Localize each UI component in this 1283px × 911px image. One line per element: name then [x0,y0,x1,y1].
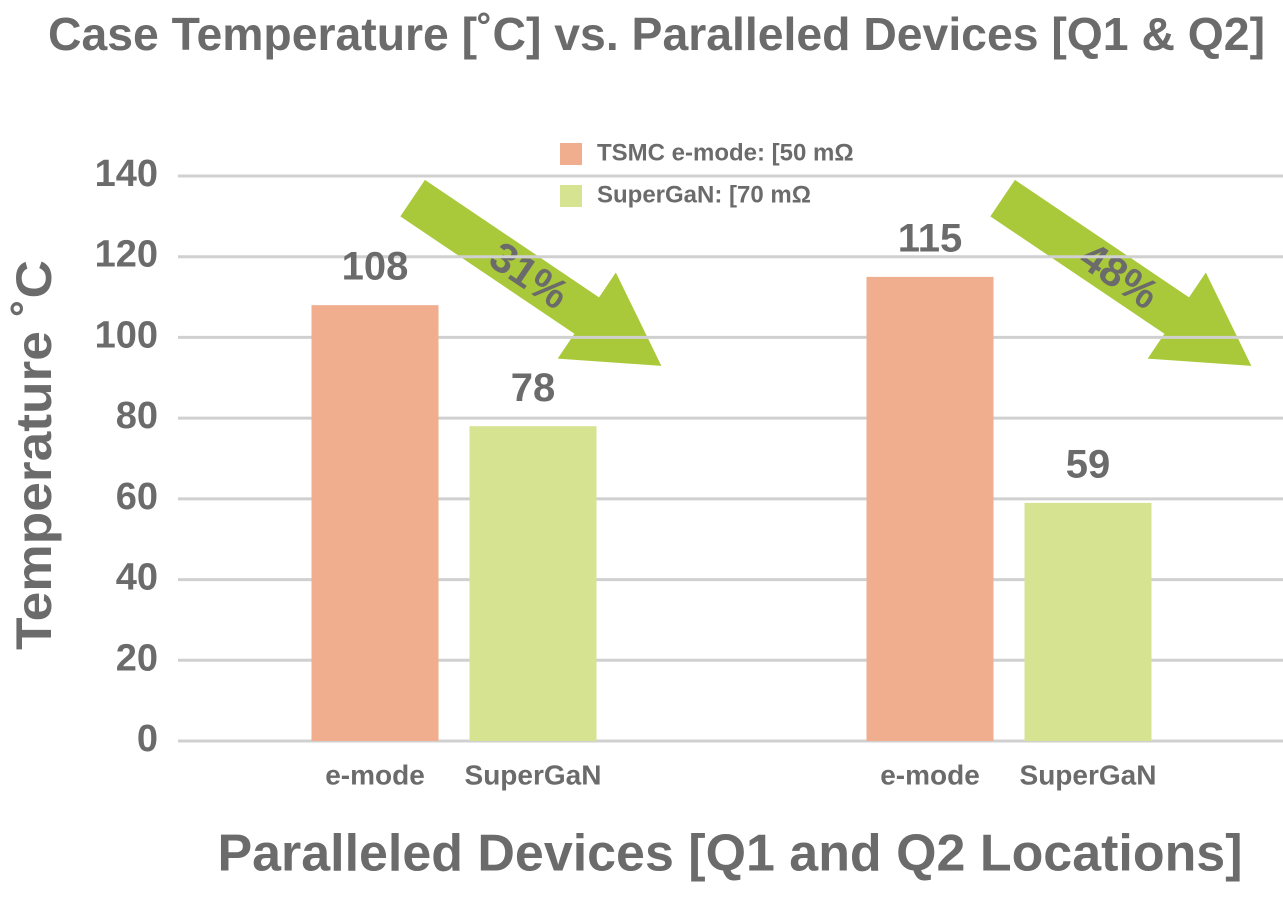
arrow-shape [400,179,662,366]
y-tick-label: 120 [95,234,158,276]
x-tick-label: e-mode [325,759,425,790]
trend-arrow: 48% [990,179,1252,366]
arrow-shape [990,179,1252,366]
x-tick-label: e-mode [880,759,980,790]
value-label: 59 [1066,442,1111,486]
value-label: 108 [342,245,409,289]
chart-title: Case Temperature [˚C] vs. Paralleled Dev… [48,8,1265,60]
bar [469,426,597,741]
x-tick-label: SuperGaN [1020,759,1157,790]
legend-swatch [560,143,582,165]
y-tick-label: 140 [95,153,158,195]
value-label: 78 [511,366,556,410]
y-axis-title: Temperature ˚C [6,260,62,650]
x-axis-title: Paralleled Devices [Q1 and Q2 Locations] [218,825,1243,883]
legend-label: SuperGaN: [70 mΩ [597,181,811,208]
bar [866,276,994,741]
legend-label: TSMC e-mode: [50 mΩ [597,139,854,166]
y-tick-label: 60 [116,476,158,518]
bar [311,305,439,741]
y-tick-label: 0 [137,718,158,760]
y-tick-label: 40 [116,557,158,599]
y-tick-label: 80 [116,395,158,437]
bar [1024,502,1152,741]
y-tick-label: 100 [95,314,158,356]
y-tick-label: 20 [116,637,158,679]
value-label: 115 [898,216,963,260]
x-tick-label: SuperGaN [465,759,602,790]
legend-swatch [560,185,582,207]
